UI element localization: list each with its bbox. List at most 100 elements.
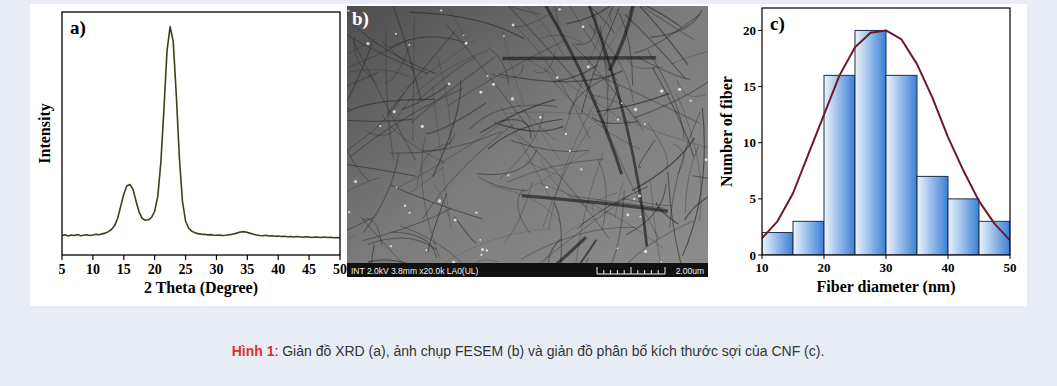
x-tick: [762, 255, 763, 259]
fiber-texture: [592, 118, 638, 124]
x-tick-label: 20: [148, 262, 162, 277]
particle-texture: [507, 174, 509, 176]
fiber-texture: [438, 56, 451, 148]
fiber-texture: [491, 65, 524, 79]
particle-texture: [393, 110, 396, 113]
y-axis-title: Number of fiber: [718, 76, 735, 187]
particle-texture: [440, 9, 442, 11]
fiber-texture: [433, 80, 461, 177]
histogram-chart: 102030405005101520c)Fiber diameter (nm)N…: [718, 8, 1017, 296]
particle-texture: [479, 91, 482, 94]
fiber-texture: [411, 57, 495, 123]
histogram-bar: [979, 221, 1010, 255]
fiber-texture: [622, 199, 671, 206]
fiber-texture: [599, 6, 694, 40]
fiber-texture: [609, 6, 636, 71]
fiber-texture: [418, 57, 476, 101]
fiber-texture: [554, 6, 681, 27]
x-tick-label: 50: [333, 262, 347, 277]
histogram-bar: [948, 199, 979, 255]
particle-texture: [556, 76, 559, 79]
fiber-texture: [347, 178, 380, 234]
particle-texture: [634, 108, 637, 111]
fiber-texture: [521, 150, 591, 194]
fiber-texture: [505, 112, 597, 115]
fiber-texture: [507, 159, 604, 182]
plot-frame: [762, 8, 1010, 255]
y-tick: [758, 255, 762, 256]
particle-texture: [662, 90, 664, 92]
x-tick-label: 15: [117, 262, 131, 277]
particle-texture: [626, 213, 629, 216]
background: [0, 0, 1057, 386]
x-tick-label: 45: [302, 262, 316, 277]
fiber-texture: [422, 124, 513, 219]
fiber-texture: [682, 108, 704, 256]
fiber-texture: [610, 6, 629, 22]
fiber-texture: [632, 138, 694, 191]
particle-texture: [425, 249, 427, 251]
caption-label: Hình 1: [232, 343, 275, 359]
particle-texture: [348, 10, 350, 12]
particle-texture: [463, 35, 465, 37]
particle-texture: [487, 75, 489, 77]
x-tick: [278, 255, 279, 260]
fiber-texture: [362, 219, 381, 246]
x-tick: [824, 255, 825, 259]
fiber-texture: [526, 161, 563, 176]
fiber-texture: [470, 105, 557, 129]
particle-texture: [479, 239, 481, 241]
fiber-texture: [390, 232, 436, 258]
fiber-texture: [677, 80, 707, 97]
x-tick-label: 40: [942, 260, 955, 275]
particle-texture: [503, 35, 505, 37]
fiber-texture: [553, 65, 598, 82]
image-ground: [347, 6, 708, 277]
fiber-texture: [627, 121, 708, 161]
fiber-texture: [685, 146, 698, 213]
fiber-texture: [549, 94, 600, 228]
particle-texture: [558, 8, 560, 10]
plot-area: [62, 27, 340, 238]
x-tick: [123, 255, 124, 260]
particle-texture: [354, 180, 357, 183]
scale-bar-tick: [651, 270, 652, 274]
particle-texture: [448, 82, 451, 85]
fiber-texture: [676, 93, 701, 221]
fiber-texture: [396, 114, 515, 189]
fiber-texture: [488, 47, 509, 85]
x-tick-label: 50: [1004, 260, 1017, 275]
fiber-texture: [350, 89, 462, 157]
particle-texture: [644, 123, 646, 125]
fiber-texture: [527, 196, 628, 274]
particle-texture: [511, 97, 514, 100]
scale-label: 2.00um: [676, 266, 704, 276]
fiber-texture: [503, 6, 564, 56]
caption-text: : Giản đồ XRD (a), ảnh chụp FESEM (b) và…: [274, 343, 824, 359]
fiber-texture: [639, 140, 656, 168]
fiber-texture: [347, 6, 428, 74]
x-tick: [61, 255, 62, 260]
x-axis-title: Fiber diameter (nm): [817, 278, 956, 296]
particle-texture: [660, 90, 663, 93]
sem-info: INT 2.0kV 3.8mm x20.0k LA0(UL): [351, 266, 479, 276]
fiber-texture: [522, 196, 668, 212]
fiber-texture: [347, 108, 349, 137]
x-tick: [886, 255, 887, 259]
fiber-texture: [673, 144, 684, 174]
x-tick: [339, 255, 340, 260]
x-tick: [216, 255, 217, 260]
particle-texture: [633, 198, 635, 200]
particle-texture: [587, 65, 590, 68]
fiber-texture: [376, 6, 420, 100]
particle-texture: [348, 211, 350, 213]
x-tick-label: 5: [59, 262, 66, 277]
fiber-texture: [446, 24, 527, 125]
histogram-bar: [886, 75, 917, 255]
fiber-texture: [434, 184, 450, 219]
x-tick-label: 20: [818, 260, 831, 275]
x-tick-label: 40: [271, 262, 285, 277]
fiber-texture: [501, 106, 552, 202]
fiber-texture: [533, 50, 556, 73]
fiber-texture: [413, 17, 415, 141]
